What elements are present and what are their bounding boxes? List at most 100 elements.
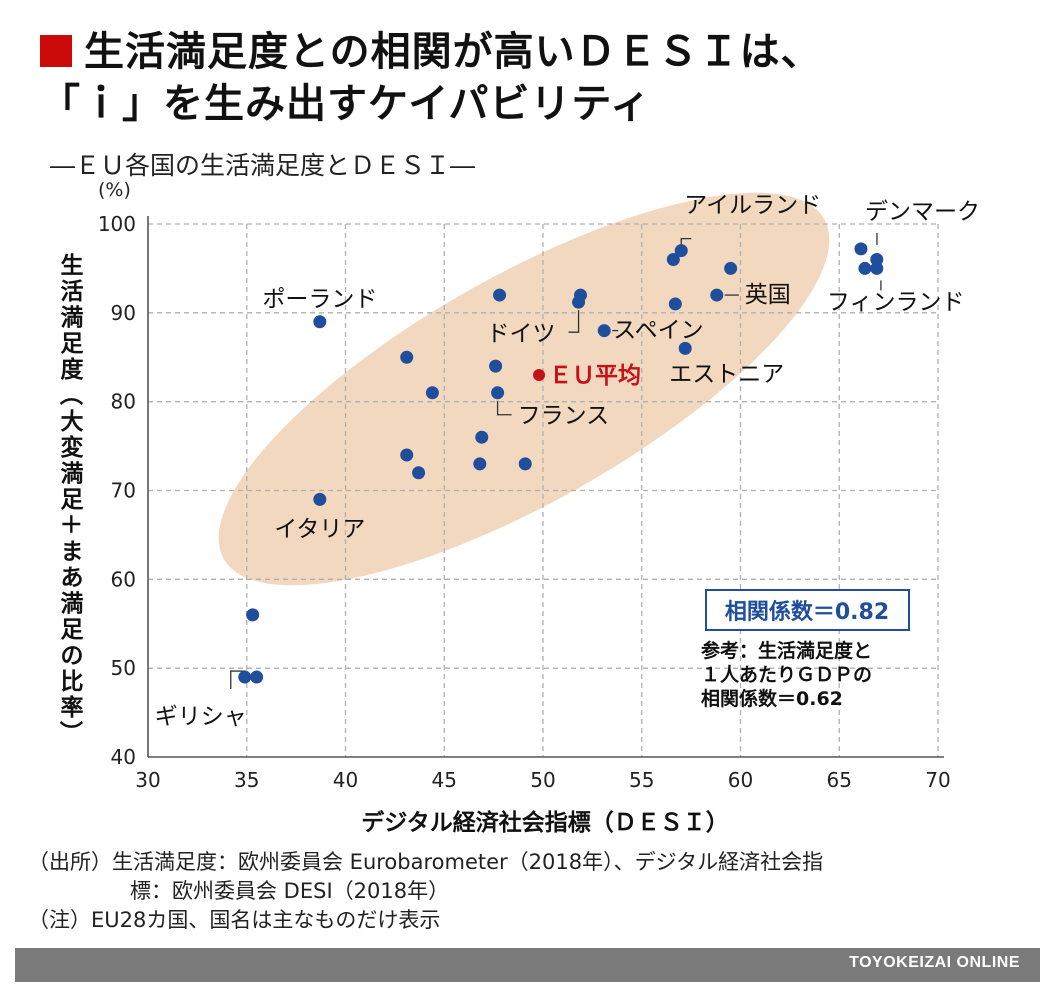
y-axis-label-char: 満: [61, 461, 84, 487]
y-axis-label-char: 活: [61, 279, 84, 305]
point-label: ドイツ: [487, 321, 556, 347]
footer-bar: TOYOKEIZAI ONLINE: [15, 948, 1040, 982]
y-axis-label-char: ）: [57, 721, 84, 744]
x-tick-label: 45: [432, 768, 457, 792]
title-line-2: 「ｉ」を生み出すケイパビリティ: [40, 81, 651, 127]
point-label: アイルランド: [684, 193, 821, 219]
y-axis-label-char: 足: [61, 331, 84, 357]
x-tick-label: 60: [728, 768, 753, 792]
data-point: [724, 261, 738, 275]
data-point: [678, 341, 692, 355]
data-point: [710, 288, 724, 302]
y-axis-label-char: あ: [61, 565, 84, 591]
data-point: [425, 386, 439, 400]
x-tick-label: 35: [234, 768, 259, 792]
y-axis-label-char: （: [57, 383, 84, 406]
data-point: [400, 350, 414, 364]
data-point: [574, 288, 588, 302]
title-block: 生活満足度との相関が高いＤＥＳＩは、 「ｉ」を生み出すケイパビリティ: [40, 26, 822, 130]
point-label: ギリシャ: [155, 704, 247, 730]
eu-average-label: ＥＵ平均: [549, 362, 641, 389]
footer-brand: TOYOKEIZAI ONLINE: [849, 954, 1020, 971]
leader-line: [568, 310, 580, 333]
data-point: [475, 430, 489, 444]
scatter-chart: 30 35 40 45 50 55 60 65 70 40 50 60 70 80 90 100 ＥＵ平均 アイ…: [57, 179, 980, 836]
point-label: 英国: [745, 282, 791, 308]
trend-ellipse: [218, 192, 830, 586]
y-tick-label: 80: [111, 390, 136, 414]
x-axis-label: デジタル経済社会指標（ＤＥＳＩ）: [361, 809, 729, 836]
point-label: イタリア: [274, 516, 365, 542]
y-axis-label-char: 満: [61, 305, 84, 331]
leader-line: [230, 670, 245, 690]
data-point: [412, 466, 426, 480]
data-point: [313, 315, 327, 329]
y-axis-label-char: ま: [61, 539, 84, 565]
data-point: [674, 244, 688, 258]
grid: [148, 223, 939, 757]
x-tick-label: 50: [530, 768, 555, 792]
data-point: [518, 457, 532, 471]
y-axis-label-char: ＋: [57, 513, 83, 536]
y-tick-label: 90: [111, 301, 136, 325]
point-label: フランス: [518, 403, 610, 429]
data-point: [246, 608, 260, 622]
eu-average-point: [533, 369, 546, 382]
leader-line: [680, 238, 692, 245]
y-axis-label-char: 足: [61, 617, 84, 643]
y-axis-label-char: 度: [61, 356, 85, 383]
reference-note-line: 相関係数＝0.62: [701, 687, 843, 710]
source-line-1: （出所）生活満足度：欧州委員会 Eurobarometer（2018年）、デジタ…: [28, 850, 824, 874]
reference-note-line: １人あたりＧＤＰの: [701, 664, 872, 686]
data-point: [250, 670, 264, 684]
y-tick-label: 60: [111, 567, 136, 591]
x-tick-label: 30: [135, 768, 160, 792]
data-point: [597, 324, 611, 338]
y-axis-label-char: 生: [61, 253, 84, 279]
leader-line: [496, 400, 512, 416]
y-axis-label-char: 大: [61, 409, 84, 435]
title-line-1: 生活満足度との相関が高いＤＥＳＩは、: [40, 26, 822, 78]
x-tick-label: 70: [925, 768, 950, 792]
source-line-2: 標：欧州委員会 DESI（2018年）: [130, 879, 450, 903]
data-point: [870, 253, 884, 267]
data-point: [313, 492, 327, 506]
data-point: [400, 448, 414, 462]
reference-note-line: 参考：生活満足度と: [701, 639, 872, 662]
point-label: スペイン: [613, 318, 703, 344]
x-tick-label: 55: [629, 768, 654, 792]
y-axis-label-char: 満: [61, 591, 84, 617]
data-point: [858, 261, 872, 275]
y-axis-unit: (%): [98, 179, 131, 201]
y-axis-label-char: の: [61, 643, 84, 669]
x-tick-label: 40: [333, 768, 358, 792]
point-label: ポーランド: [262, 287, 377, 313]
y-axis-label-char: 足: [61, 487, 84, 513]
data-point: [473, 457, 487, 471]
x-tick-label: 65: [827, 768, 852, 792]
data-point: [870, 261, 884, 275]
point-label: デンマーク: [865, 199, 980, 225]
data-point: [491, 386, 505, 400]
data-point: [666, 253, 680, 267]
point-label: フィンランド: [827, 289, 965, 315]
y-tick-label: 70: [111, 479, 136, 503]
title-marker: [40, 35, 72, 67]
data-point: [493, 288, 507, 302]
notes: （出所）生活満足度：欧州委員会 Eurobarometer（2018年）、デジタ…: [28, 848, 823, 935]
data-point: [238, 670, 252, 684]
y-axis-label-char: 変: [61, 434, 84, 461]
note-line: （注）EU28カ国、国名は主なものだけ表示: [28, 908, 441, 932]
data-point: [668, 297, 682, 311]
leader-lines: [230, 232, 882, 690]
point-label: エストニア: [669, 361, 784, 387]
data-point: [489, 359, 503, 373]
correlation-box: [705, 589, 910, 631]
data-points: [238, 242, 884, 684]
subtitle: ―ＥＵ各国の生活満足度とＤＥＳＩ―: [50, 151, 476, 180]
title-text-1: 生活満足度との相関が高いＤＥＳＩは、: [84, 29, 822, 75]
y-axis-label-char: 比: [61, 669, 84, 695]
